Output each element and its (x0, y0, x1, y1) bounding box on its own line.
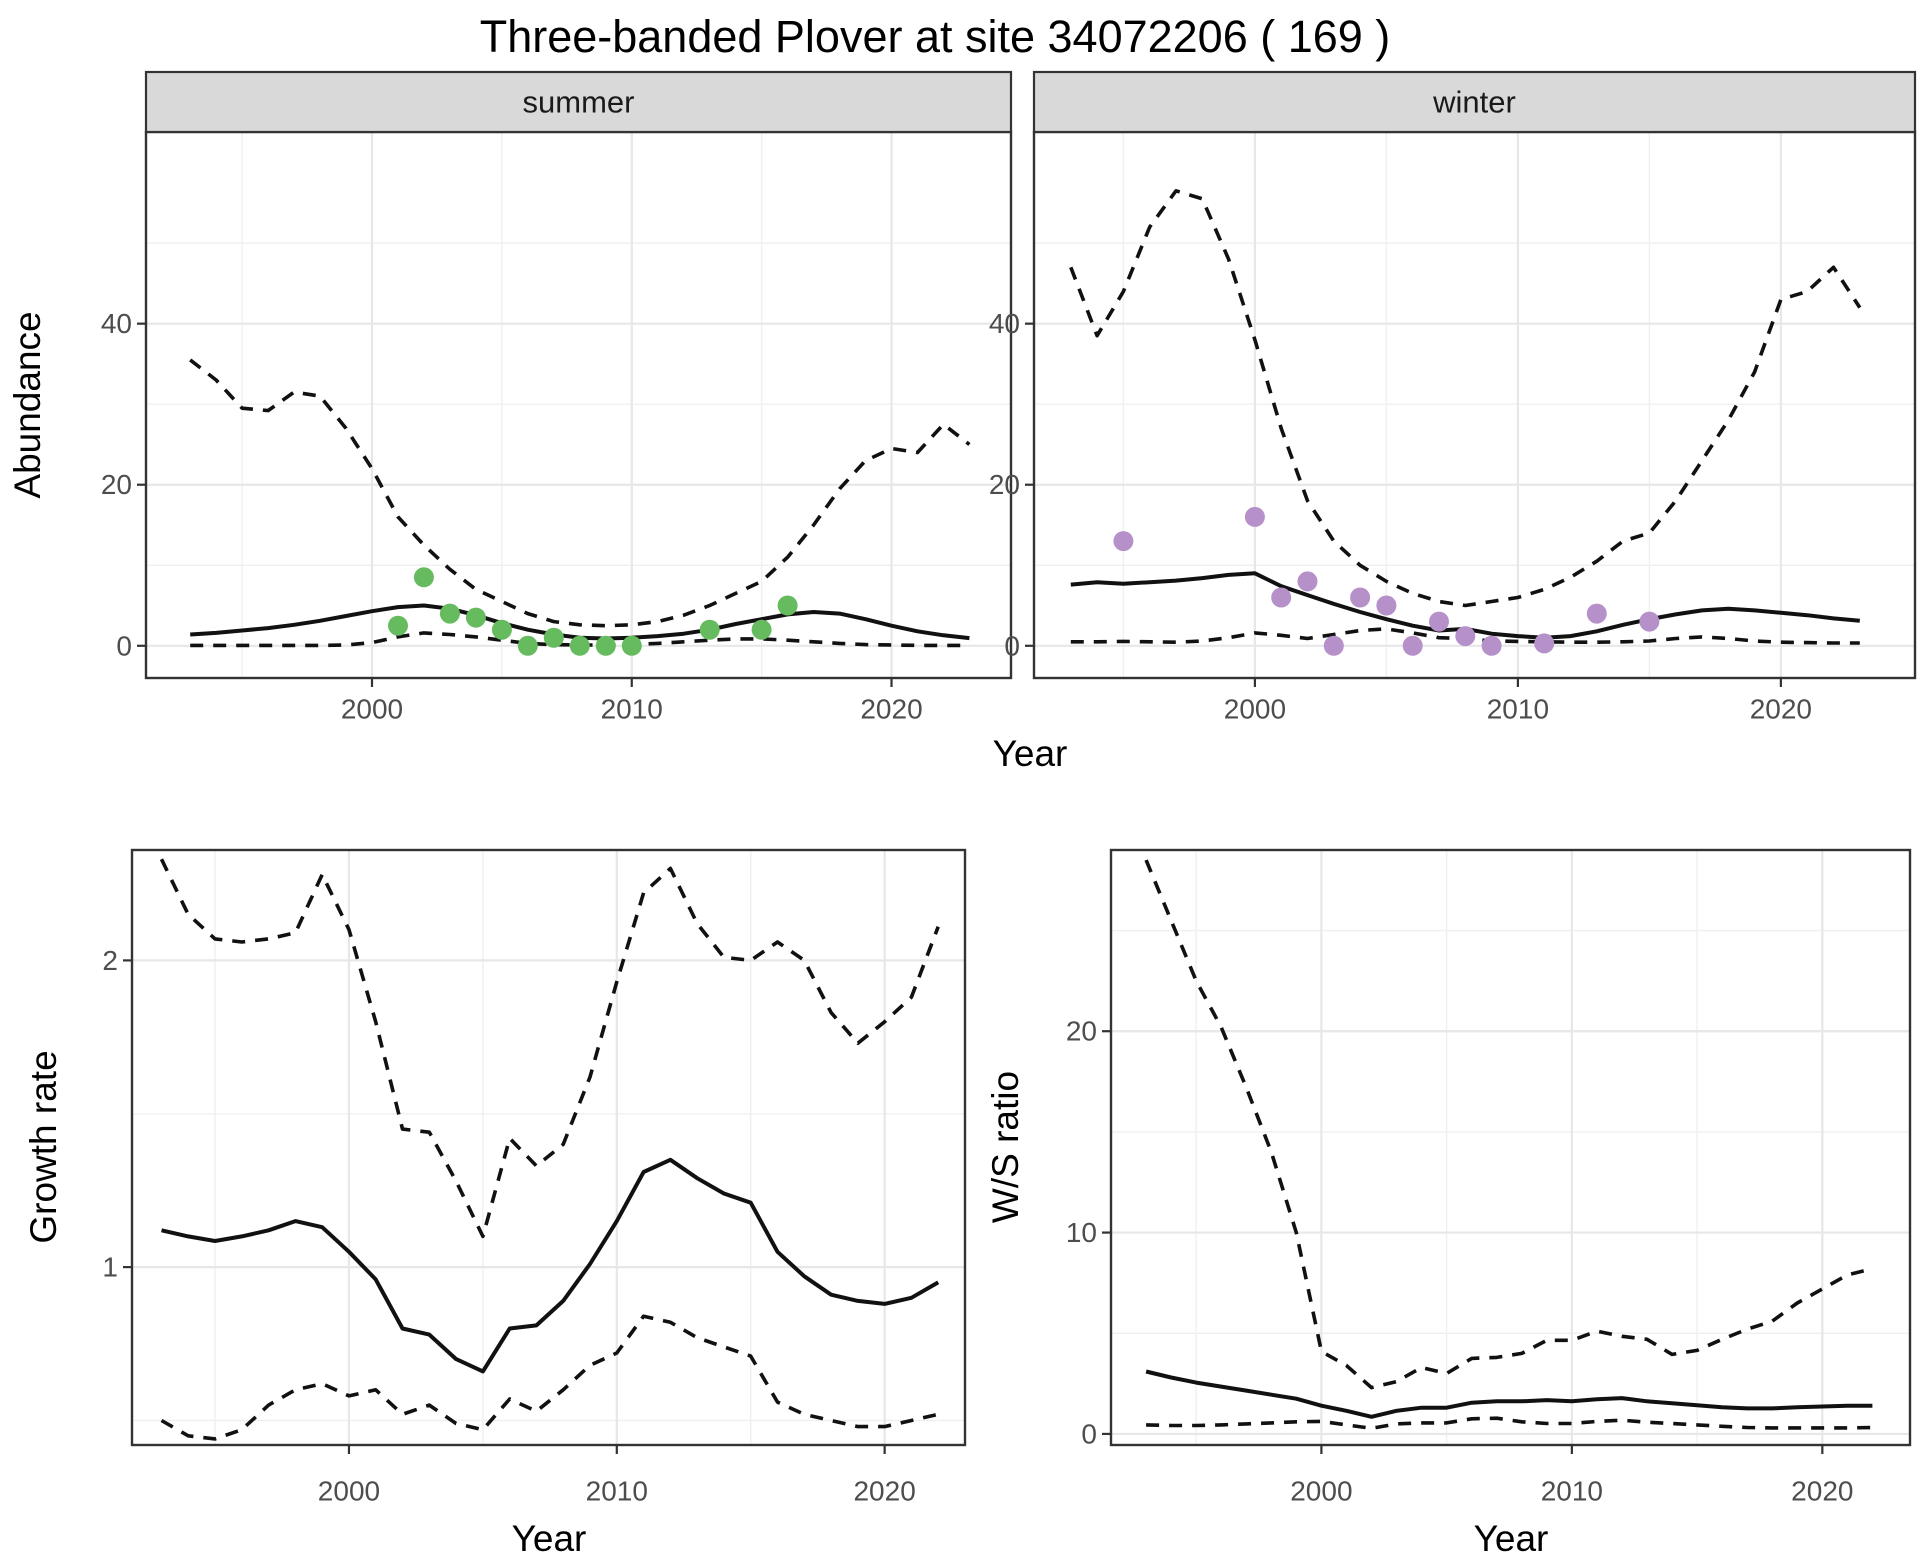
observed-point (1429, 611, 1449, 632)
observed-point (1113, 531, 1134, 552)
x-tick-label: 2010 (586, 1476, 648, 1507)
panel-border (130, 848, 967, 1447)
panel-winter: 2000 2010 2020 0 20 40 winter (989, 70, 1917, 725)
top-y-axis-title: Abundance (7, 311, 48, 498)
observed-point (1639, 611, 1660, 632)
summer-observed-counts (388, 567, 798, 656)
y-tick-label: 0 (116, 630, 132, 661)
data-layer (1069, 189, 1862, 656)
summer-upper-95ci-line (189, 358, 971, 628)
facet-strip-summer (144, 70, 1013, 134)
facet-strip-label: winter (1432, 85, 1516, 120)
winter-upper-95ci-line (1069, 189, 1862, 608)
panel-summer: 2000 2010 2020 0 20 40 summer (101, 70, 1013, 725)
growth-estimated-mean-line (161, 1157, 940, 1374)
panel-background (1034, 132, 1915, 678)
x-tick-label: 2000 (318, 1476, 380, 1507)
y-tick-label: 20 (1066, 1016, 1097, 1047)
panel-background (1111, 850, 1910, 1445)
gridlines (1111, 850, 1910, 1445)
y-tick-label: 2 (102, 945, 118, 976)
observed-point (543, 627, 564, 648)
x-tick-label: 2010 (1541, 1476, 1603, 1507)
winter-observed-counts (1113, 506, 1660, 656)
x-tick-label: 2020 (853, 1476, 915, 1507)
plot-title: Three-banded Plover at site 34072206 ( 1… (480, 11, 1391, 62)
observed-point (1455, 626, 1476, 647)
observed-point (1244, 506, 1265, 527)
observed-point (751, 619, 772, 640)
axis-summer: 2000 2010 2020 0 20 40 (101, 308, 923, 724)
growth-y-axis-title: Growth rate (23, 1050, 64, 1243)
ws-y-axis-title: W/S ratio (985, 1071, 1026, 1223)
ws-x-axis-title: Year (1474, 1518, 1549, 1559)
panel-background (146, 132, 1011, 678)
x-tick-label: 2020 (860, 694, 922, 725)
y-tick-label: 40 (989, 308, 1020, 339)
facet-strip-winter (1032, 70, 1917, 134)
observed-point (1534, 633, 1555, 654)
y-tick-label: 0 (1004, 630, 1020, 661)
gridlines (132, 850, 965, 1445)
panel-border (1109, 848, 1912, 1447)
observed-point (595, 635, 616, 656)
facet-strip-label: summer (523, 85, 635, 120)
observed-point (1402, 635, 1423, 656)
panel-growth: 2000 2010 2020 1 2 (102, 848, 967, 1507)
observed-point (491, 619, 512, 640)
y-tick-label: 0 (1081, 1418, 1097, 1449)
x-tick-label: 2010 (1487, 694, 1549, 725)
x-tick-label: 2020 (1750, 694, 1812, 725)
observed-point (1323, 635, 1344, 656)
growth-x-axis-title: Year (512, 1518, 587, 1559)
observed-point (439, 603, 460, 624)
y-tick-label: 10 (1066, 1217, 1097, 1248)
y-tick-label: 1 (102, 1252, 118, 1283)
observed-point (465, 607, 486, 628)
y-tick-label: 20 (101, 469, 132, 500)
data-layer (1144, 859, 1873, 1431)
x-tick-label: 2000 (1290, 1476, 1352, 1507)
ws-upper-95ci-line (1144, 859, 1873, 1390)
gridlines (1034, 132, 1915, 678)
observed-point (621, 635, 642, 656)
ws-estimated-mean-line (1145, 1369, 1873, 1419)
top-x-axis-title: Year (993, 733, 1068, 774)
x-tick-label: 2000 (341, 694, 403, 725)
observed-point (413, 567, 434, 588)
panel-ws: 2000 2010 2020 0 10 20 (1066, 848, 1912, 1507)
axis-ws: 2000 2010 2020 0 10 20 (1066, 1016, 1854, 1507)
growth-lower-95ci-line (160, 1314, 939, 1441)
observed-point (388, 615, 408, 636)
panel-background (132, 850, 965, 1445)
observed-point (517, 635, 538, 656)
observed-point (1297, 571, 1318, 592)
observed-point (777, 595, 798, 616)
x-tick-label: 2010 (601, 694, 663, 725)
observed-point (1271, 587, 1292, 608)
y-tick-label: 20 (989, 469, 1020, 500)
observed-point (1350, 587, 1371, 608)
observed-point (569, 635, 590, 656)
observed-point (699, 619, 720, 640)
data-layer (159, 858, 940, 1441)
axis-winter: 2000 2010 2020 0 20 40 (989, 308, 1812, 724)
axis-growth: 2000 2010 2020 1 2 (102, 945, 915, 1507)
x-tick-label: 2020 (1791, 1476, 1853, 1507)
x-tick-label: 2000 (1224, 694, 1286, 725)
observed-point (1376, 595, 1397, 616)
data-layer (189, 358, 971, 656)
growth-upper-95ci-line (159, 858, 940, 1239)
observed-point (1481, 635, 1502, 656)
y-tick-label: 40 (101, 308, 132, 339)
ws-lower-95ci-line (1146, 1416, 1873, 1431)
observed-point (1586, 603, 1607, 624)
